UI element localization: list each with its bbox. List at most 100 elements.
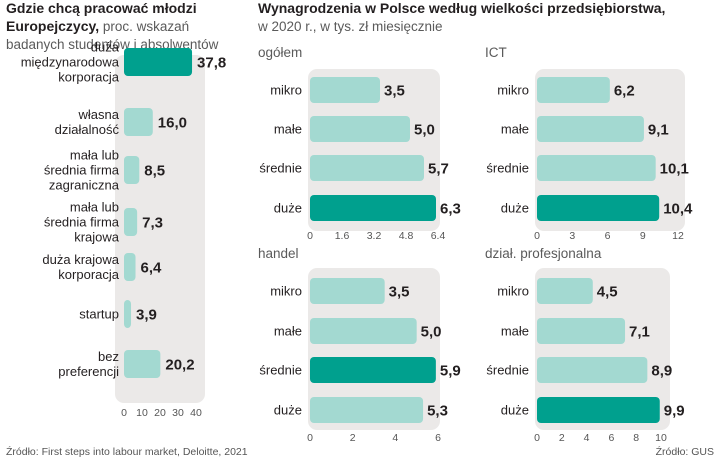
panel-title: dział. profesjonalna	[485, 246, 602, 261]
value-label: 5,7	[428, 161, 449, 178]
value-label: 10,1	[660, 161, 689, 178]
left-title-rest: proc. wskazań	[99, 19, 189, 34]
category-label: duża krajowa	[42, 252, 119, 267]
category-label: duża	[91, 40, 120, 55]
value-label: 5,0	[421, 324, 442, 341]
category-label: własna	[78, 107, 120, 122]
bar	[310, 195, 436, 221]
bar	[537, 278, 593, 304]
category-label: średnie	[486, 363, 529, 378]
source-right: Źródło: GUS	[656, 445, 714, 458]
category-label: zagraniczna	[49, 178, 120, 193]
bar	[537, 195, 660, 221]
bar	[310, 116, 410, 142]
axis-tick-label: 40	[190, 407, 202, 419]
category-label: duże	[501, 403, 529, 418]
category-label: międzynarodowa	[21, 55, 120, 70]
axis-tick-label: 6	[435, 432, 441, 444]
chart-preferences: 37,8dużamiędzynarodowakorporacja16,0włas…	[21, 40, 227, 420]
category-label: mikro	[497, 284, 529, 299]
bar	[310, 77, 380, 103]
panel-background	[308, 268, 440, 430]
category-label: małe	[501, 324, 529, 339]
category-label: krajowa	[74, 230, 120, 245]
bar	[124, 156, 140, 184]
axis-tick-label: 3	[569, 230, 575, 242]
category-label: działalność	[55, 122, 120, 137]
category-label: mikro	[270, 284, 302, 299]
value-label: 5,9	[440, 363, 461, 380]
category-label: średnie	[259, 363, 302, 378]
category-label: startup	[79, 307, 119, 322]
axis-tick-label: 12	[672, 230, 684, 242]
category-label: mała lub	[70, 200, 119, 215]
axis-tick-label: 0	[534, 230, 540, 242]
panel-title: ICT	[485, 45, 507, 60]
category-label: małe	[274, 122, 302, 137]
panel-title: ogółem	[258, 45, 302, 60]
bar	[537, 116, 644, 142]
category-label: bez	[98, 349, 119, 364]
bar	[537, 318, 626, 344]
axis-tick-label: 30	[172, 407, 184, 419]
value-label: 9,1	[648, 122, 669, 139]
bar	[310, 357, 436, 383]
category-label: mała lub	[70, 148, 119, 163]
bar	[537, 77, 610, 103]
chart-ict: ICT 6,2 mikro 9,1 małe 10,1 średnie 10,4 duże 0 3 6…	[485, 45, 693, 242]
category-label: średnia firma	[44, 163, 120, 178]
bar	[310, 155, 424, 181]
axis-tick-label: 4	[392, 432, 398, 444]
right-subtitle: w 2020 r., w tys. zł miesięcznie	[257, 19, 443, 34]
axis-tick-label: 2	[350, 432, 356, 444]
value-label: 10,4	[663, 201, 693, 218]
value-label: 8,9	[651, 363, 672, 380]
left-title-line2: Europejczycy, proc. wskazań	[6, 18, 189, 34]
bar	[310, 318, 417, 344]
bar	[124, 48, 193, 76]
value-label: 8,5	[144, 163, 165, 180]
source-left: Źródło: First steps into labour market, …	[6, 445, 248, 458]
axis-tick-label: 0	[534, 432, 540, 444]
panel-background	[308, 69, 440, 231]
value-label: 4,5	[597, 284, 618, 301]
bar	[537, 357, 648, 383]
axis-tick-label: 2	[559, 432, 565, 444]
category-label: średnie	[486, 161, 529, 176]
axis-tick-label: 20	[154, 407, 166, 419]
axis-tick-label: 10	[655, 432, 667, 444]
value-label: 20,2	[165, 357, 194, 374]
value-label: 3,5	[389, 284, 410, 301]
axis-tick-label: 1.6	[335, 230, 350, 242]
bar	[310, 278, 385, 304]
axis-tick-label: 4	[584, 432, 590, 444]
panel-background	[535, 69, 685, 231]
axis-tick-label: 0	[307, 230, 313, 242]
category-label: średnia firma	[44, 215, 120, 230]
category-label: korporacja	[58, 70, 119, 85]
panel-background	[115, 55, 205, 403]
value-label: 3,9	[136, 307, 157, 324]
axis-tick-label: 3.2	[367, 230, 382, 242]
axis-tick-label: 6	[608, 432, 614, 444]
axis-tick-label: 9	[640, 230, 646, 242]
bar	[310, 397, 424, 423]
value-label: 7,1	[629, 324, 650, 341]
value-label: 37,8	[197, 55, 226, 72]
value-label: 7,3	[142, 215, 163, 232]
category-label: mikro	[270, 83, 302, 98]
axis-tick-label: 0	[307, 432, 313, 444]
axis-tick-label: 4.8	[399, 230, 414, 242]
panel-background	[535, 268, 670, 430]
axis-tick-label: 6.4	[431, 230, 446, 242]
axis-tick-label: 8	[633, 432, 639, 444]
category-label: duże	[274, 403, 302, 418]
bar	[537, 155, 656, 181]
bar	[537, 397, 660, 423]
category-label: średnie	[259, 161, 302, 176]
chart-ogolem: ogółem 3,5 mikro 5,0 małe 5,7 średnie 6,3 duże 0 1…	[258, 45, 461, 242]
value-label: 6,4	[141, 260, 163, 277]
bar	[124, 253, 136, 281]
axis-tick-label: 0	[121, 407, 127, 419]
value-label: 3,5	[384, 83, 405, 100]
